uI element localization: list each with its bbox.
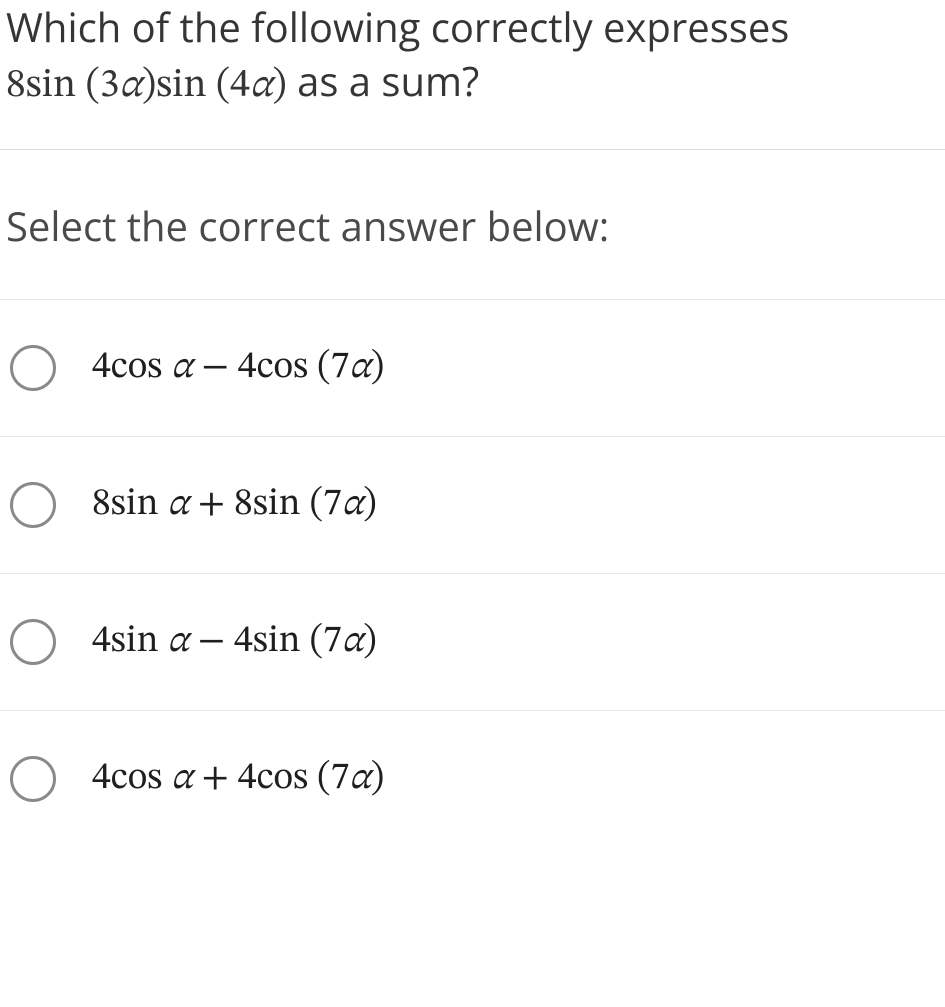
radio-icon[interactable] [10, 619, 56, 665]
option-row[interactable]: 4cos α + 4cos (7α) [0, 710, 945, 847]
question-tail: as a sum? [287, 53, 480, 108]
option-row[interactable]: 4sin α − 4sin (7α) [0, 573, 945, 710]
choice-text: 4cos α − 4cos (7α) [92, 344, 384, 392]
option-row[interactable]: 8sin α + 8sin (7α) [0, 436, 945, 573]
question-stem: Which of the following correctly express… [0, 0, 945, 149]
radio-icon[interactable] [10, 345, 56, 391]
choice-text: 4cos α + 4cos (7α) [92, 755, 384, 803]
select-prompt: Select the correct answer below: [0, 150, 945, 299]
choice-text: 4sin α − 4sin (7α) [92, 618, 377, 666]
choice-text: 8sin α + 8sin (7α) [92, 481, 377, 529]
question-expression: 8sin (3α)sin (4α) [6, 66, 287, 106]
option-row[interactable]: 4cos α − 4cos (7α) [0, 299, 945, 436]
question-line1: Which of the following correctly express… [6, 0, 789, 54]
radio-icon[interactable] [10, 756, 56, 802]
radio-icon[interactable] [10, 482, 56, 528]
